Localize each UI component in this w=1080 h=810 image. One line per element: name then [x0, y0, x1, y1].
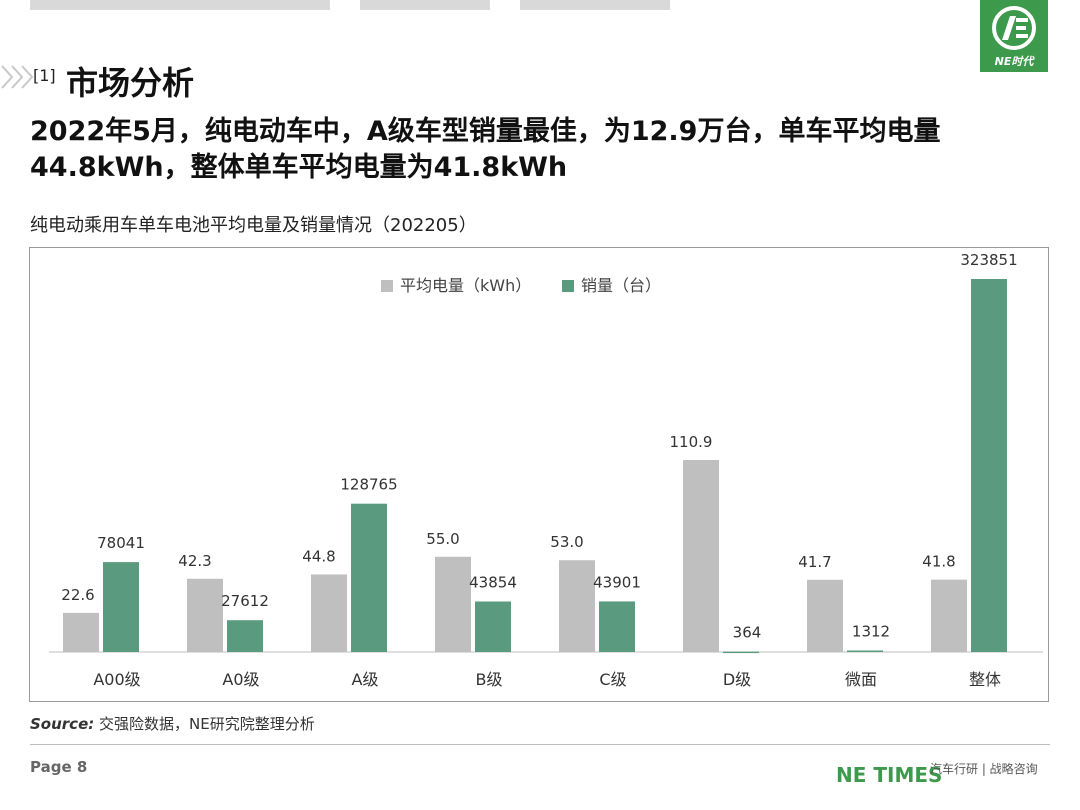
headline: 2022年5月，纯电动车中，A级车型销量最佳，为12.9万台，单车平均电量 44…	[30, 114, 1060, 186]
category-label: C级	[599, 670, 626, 689]
legend-swatch-avg-capacity	[381, 280, 393, 292]
category-label: A00级	[93, 670, 140, 689]
ne-logo-icon	[992, 6, 1036, 50]
category-label: A0级	[222, 670, 259, 689]
avg-capacity-label: 55.0	[426, 530, 459, 548]
sales-label: 78041	[97, 534, 145, 552]
source-label: Source:	[30, 715, 95, 733]
avg-capacity-bar	[187, 578, 223, 652]
avg-capacity-bar	[931, 579, 967, 652]
legend-swatch-sales	[562, 280, 574, 292]
avg-capacity-label: 41.8	[922, 553, 955, 571]
sales-label: 1312	[852, 622, 890, 640]
bar-chart: 22.6 78041 A00级 42.3 27612 A0级 44.8 128765 A级 55.…	[49, 251, 1043, 689]
category-label: A级	[352, 670, 379, 689]
ne-logo: NE时代	[980, 0, 1048, 72]
avg-capacity-bar	[63, 612, 99, 652]
sales-label: 323851	[960, 251, 1017, 269]
sales-bar	[103, 562, 139, 652]
sales-label: 364	[733, 624, 762, 642]
section-title: 市场分析	[66, 64, 195, 102]
avg-capacity-label: 22.6	[61, 586, 94, 604]
category-label: 整体	[969, 670, 1001, 689]
avg-capacity-bar	[807, 579, 843, 652]
sales-bar	[227, 620, 263, 652]
category-label: B级	[476, 670, 503, 689]
section-number: [1]	[33, 66, 56, 85]
avg-capacity-bar	[559, 560, 595, 652]
chart-frame	[29, 247, 1049, 702]
source-text: 交强险数据，NE研究院整理分析	[94, 715, 315, 733]
sales-bar	[971, 279, 1007, 652]
avg-capacity-label: 44.8	[302, 547, 335, 565]
category-label: 微面	[845, 670, 877, 689]
sales-bar	[351, 503, 387, 652]
sales-label: 27612	[221, 592, 269, 610]
category-label: D级	[723, 670, 751, 689]
logo-text: NE时代	[994, 55, 1034, 68]
brand-name: NE TIMES	[836, 763, 943, 787]
footer-divider	[30, 744, 1050, 745]
sales-label: 43901	[593, 573, 641, 591]
sales-bar	[599, 601, 635, 652]
source-note: Source: 交强险数据，NE研究院整理分析	[30, 713, 315, 734]
page-number: Page 8	[30, 758, 88, 776]
avg-capacity-bar	[435, 556, 471, 652]
headline-line-1: 2022年5月，纯电动车中，A级车型销量最佳，为12.9万台，单车平均电量	[30, 116, 941, 147]
chevron-arrows-icon	[1, 65, 34, 89]
chart-title: 纯电动乘用车单车电池平均电量及销量情况（202205）	[30, 215, 477, 236]
top-decoration	[0, 0, 1080, 14]
avg-capacity-bar	[683, 460, 719, 652]
sales-bar	[723, 651, 759, 654]
sales-label: 43854	[469, 573, 517, 591]
avg-capacity-label: 42.3	[178, 552, 211, 570]
sales-bar	[847, 650, 883, 652]
sales-label: 128765	[340, 476, 397, 494]
brand-tagline: 汽车行研 | 战略咨询	[930, 762, 1038, 776]
legend-label-avg-capacity: 平均电量（kWh）	[400, 276, 531, 295]
legend-label-sales: 销量（台）	[581, 276, 661, 295]
avg-capacity-bar	[311, 574, 347, 652]
headline-line-2: 44.8kWh，整体单车平均电量为41.8kWh	[30, 152, 568, 183]
sales-bar	[475, 601, 511, 652]
avg-capacity-label: 41.7	[798, 553, 831, 571]
avg-capacity-label: 53.0	[550, 533, 583, 551]
avg-capacity-label: 110.9	[670, 433, 713, 451]
